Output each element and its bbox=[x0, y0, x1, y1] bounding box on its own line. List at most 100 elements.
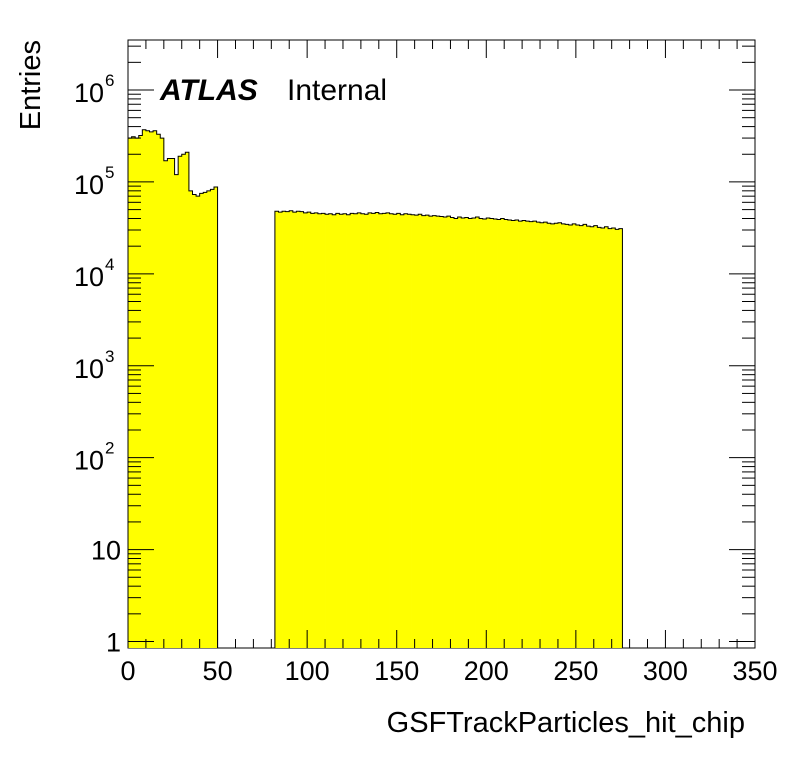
histogram-bin bbox=[615, 229, 620, 648]
histogram-bin bbox=[396, 213, 401, 649]
histogram-bars bbox=[128, 129, 623, 649]
histogram-bin bbox=[382, 213, 387, 649]
x-axis-label: GSFTrackParticles_hit_chip bbox=[387, 707, 745, 739]
histogram-bin bbox=[493, 219, 498, 648]
histogram-bin bbox=[185, 152, 190, 648]
histogram-bin bbox=[500, 218, 505, 648]
histogram-bin bbox=[385, 212, 390, 649]
histogram-bin bbox=[489, 218, 494, 648]
histogram-bin bbox=[153, 130, 158, 649]
histogram-bin bbox=[282, 211, 287, 649]
histogram-outline bbox=[127, 129, 623, 649]
histogram-bin bbox=[314, 212, 319, 649]
histogram-bin bbox=[181, 154, 186, 648]
histogram-bin bbox=[292, 212, 297, 648]
histogram-bin bbox=[303, 212, 308, 649]
histogram-bin bbox=[196, 196, 201, 648]
histogram-bin bbox=[507, 220, 512, 648]
histogram-bin bbox=[536, 222, 541, 648]
histogram-bin bbox=[389, 213, 394, 649]
histogram-bin bbox=[289, 210, 294, 648]
histogram-bin bbox=[428, 216, 433, 648]
histogram-bin bbox=[321, 213, 326, 649]
histogram-bin bbox=[368, 212, 373, 649]
histogram-bin bbox=[525, 221, 530, 648]
histogram-bin bbox=[418, 214, 423, 648]
histogram-bin bbox=[342, 213, 347, 649]
x-tick-label: 0 bbox=[120, 656, 135, 686]
atlas-label: ATLAS bbox=[159, 74, 258, 107]
x-axis-tick-labels: 0 50 100 150 200 250 300 350 bbox=[120, 656, 777, 686]
histogram-bin bbox=[357, 212, 362, 649]
histogram-bin bbox=[608, 228, 613, 648]
histogram-bin bbox=[514, 220, 519, 648]
histogram-bin bbox=[274, 211, 279, 649]
histogram-bin bbox=[583, 224, 587, 648]
histogram-bin bbox=[310, 213, 315, 649]
histogram-bin bbox=[450, 217, 455, 648]
histogram-bin bbox=[145, 130, 150, 649]
histogram-bin bbox=[411, 214, 416, 648]
histogram-bin bbox=[540, 222, 545, 648]
histogram-bin bbox=[400, 214, 405, 648]
histogram-bin bbox=[174, 174, 179, 648]
x-tick-label: 150 bbox=[374, 656, 419, 686]
y-tick-label: 1 bbox=[106, 628, 121, 658]
histogram-bin bbox=[436, 216, 441, 648]
histogram-bin bbox=[192, 194, 197, 649]
x-tick-label: 50 bbox=[203, 656, 233, 686]
histogram-bin bbox=[206, 190, 211, 648]
histogram-bin bbox=[296, 211, 301, 649]
y-tick-label: 10 bbox=[91, 536, 121, 566]
histogram-bin bbox=[561, 223, 566, 648]
histogram-bin bbox=[590, 226, 595, 649]
histogram-bin bbox=[160, 138, 165, 648]
histogram-bin bbox=[210, 189, 215, 649]
histogram-bin bbox=[163, 160, 168, 649]
histogram-bin bbox=[421, 215, 426, 648]
histogram-bin bbox=[360, 213, 365, 649]
histogram-bin bbox=[565, 224, 570, 648]
histogram-bin bbox=[350, 213, 355, 649]
histogram-bin bbox=[278, 212, 283, 648]
histogram-bin bbox=[575, 224, 580, 649]
histogram-bin bbox=[353, 213, 358, 649]
histogram-bin bbox=[307, 212, 312, 648]
histogram-bin bbox=[557, 222, 562, 648]
histogram-bin bbox=[138, 135, 143, 649]
histogram-bin bbox=[156, 134, 161, 648]
histogram-bin bbox=[522, 220, 527, 649]
histogram-bin bbox=[464, 217, 469, 648]
histogram-bin bbox=[597, 227, 602, 648]
y-tick-label: 10 bbox=[74, 262, 104, 292]
y-tick-exponent: 4 bbox=[105, 255, 114, 274]
y-tick-label: 10 bbox=[74, 354, 104, 384]
histogram-bin bbox=[579, 225, 584, 648]
histogram-bin bbox=[170, 158, 175, 648]
histogram-bin bbox=[425, 215, 430, 648]
histogram-bin bbox=[346, 214, 351, 648]
histogram-bin bbox=[393, 214, 398, 648]
y-tick-label: 10 bbox=[74, 446, 104, 476]
histogram-bin bbox=[213, 187, 218, 648]
histogram-bin bbox=[461, 218, 466, 648]
histogram-bin bbox=[375, 212, 380, 649]
histogram-bin bbox=[471, 218, 476, 648]
y-tick-exponent: 5 bbox=[105, 163, 114, 182]
y-tick-label: 10 bbox=[74, 78, 104, 108]
histogram-bin bbox=[335, 213, 340, 649]
histogram-bin bbox=[317, 213, 322, 649]
histogram-bin bbox=[203, 192, 208, 649]
histogram-bin bbox=[457, 217, 462, 648]
histogram-bin bbox=[482, 219, 487, 648]
histogram-bin bbox=[572, 223, 577, 648]
y-tick-exponent: 2 bbox=[105, 439, 114, 458]
histogram-bin bbox=[475, 217, 480, 648]
histogram-bin bbox=[618, 228, 623, 648]
histogram-bin bbox=[188, 190, 193, 648]
histogram-bin bbox=[568, 224, 573, 649]
x-tick-label: 250 bbox=[553, 656, 598, 686]
histogram-bin bbox=[131, 136, 136, 648]
y-tick-exponent: 3 bbox=[105, 347, 114, 366]
